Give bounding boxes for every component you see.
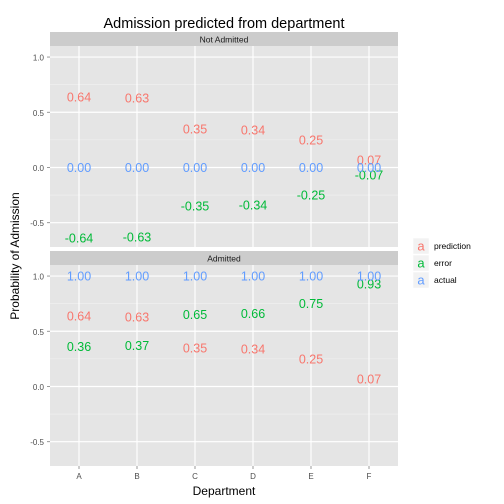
legend-key [412,254,430,272]
data-label-actual: 0.00 [357,161,381,175]
data-label-prediction: 0.63 [125,310,149,324]
data-label-error: -0.63 [123,231,152,245]
data-label-prediction: 0.34 [241,123,265,137]
y-tick-label: 0.5 [33,328,45,337]
data-label-error: -0.25 [297,189,326,203]
legend-label: error [434,258,452,268]
data-label-actual: 0.00 [299,161,323,175]
data-label-actual: 1.00 [67,270,91,284]
legend-key-glyph: a [417,239,425,254]
legend-key-glyph: a [417,273,425,288]
y-tick-label: 1.0 [33,273,45,282]
data-label-prediction: 0.35 [183,341,207,355]
data-label-actual: 1.00 [241,270,265,284]
data-label-prediction: 0.35 [183,122,207,136]
panel-background [50,46,398,247]
y-tick-label: -0.5 [30,219,44,228]
data-label-prediction: 0.25 [299,133,323,147]
data-label-prediction: 0.64 [67,309,91,323]
facet-strip [50,32,398,46]
data-label-error: 0.37 [125,339,149,353]
x-tick-label: F [367,472,372,481]
x-tick-label: D [250,472,256,481]
data-label-error: -0.64 [65,232,94,246]
y-tick-label: 0.0 [33,164,45,173]
data-label-error: 0.93 [357,277,381,291]
legend-label: actual [434,275,457,285]
data-label-actual: 1.00 [357,270,381,284]
facet-strip-label: Not Admitted [200,35,249,45]
y-tick-label: 0.0 [33,383,45,392]
legend-label: prediction [434,241,471,251]
x-tick-label: C [192,472,198,481]
data-label-prediction: 0.25 [299,352,323,366]
facet-strip-label: Admitted [207,254,241,264]
facet-strip [50,251,398,265]
plot-layer: -0.5 0.0 0.5 1.0 Not Admitted 0.64 0.63 0.35 0.3… [30,32,398,481]
data-label-error: 0.75 [299,297,323,311]
x-tick-label: E [308,472,313,481]
x-axis-title: Department [193,484,256,498]
data-label-actual: 0.00 [67,161,91,175]
legend-key-glyph: a [417,256,425,271]
data-label-actual: 1.00 [299,270,323,284]
data-label-actual: 0.00 [125,161,149,175]
data-label-error: -0.07 [355,169,384,183]
y-tick-label: 1.0 [33,54,45,63]
data-label-prediction: 0.07 [357,153,381,167]
data-label-prediction: 0.63 [125,91,149,105]
data-label-prediction: 0.07 [357,372,381,386]
data-label-actual: 0.00 [183,161,207,175]
chart-title: Admission predicted from department [104,16,345,32]
legend-key [412,237,430,255]
data-label-error: -0.35 [181,200,210,214]
data-label-prediction: 0.34 [241,342,265,356]
y-tick-label: -0.5 [30,438,44,447]
x-tick-label: B [134,472,139,481]
data-label-actual: 1.00 [183,270,207,284]
data-label-error: 0.66 [241,307,265,321]
y-tick-label: 0.5 [33,109,45,118]
data-label-error: 0.65 [183,308,207,322]
panel-background [50,265,398,466]
y-axis-title: Probability of Admission [8,192,22,319]
data-label-error: 0.36 [67,340,91,354]
data-label-actual: 0.00 [241,161,265,175]
data-label-error: -0.34 [239,199,268,213]
legend-key [412,271,430,289]
x-tick-label: A [76,472,82,481]
data-label-actual: 1.00 [125,270,149,284]
data-label-prediction: 0.64 [67,90,91,104]
